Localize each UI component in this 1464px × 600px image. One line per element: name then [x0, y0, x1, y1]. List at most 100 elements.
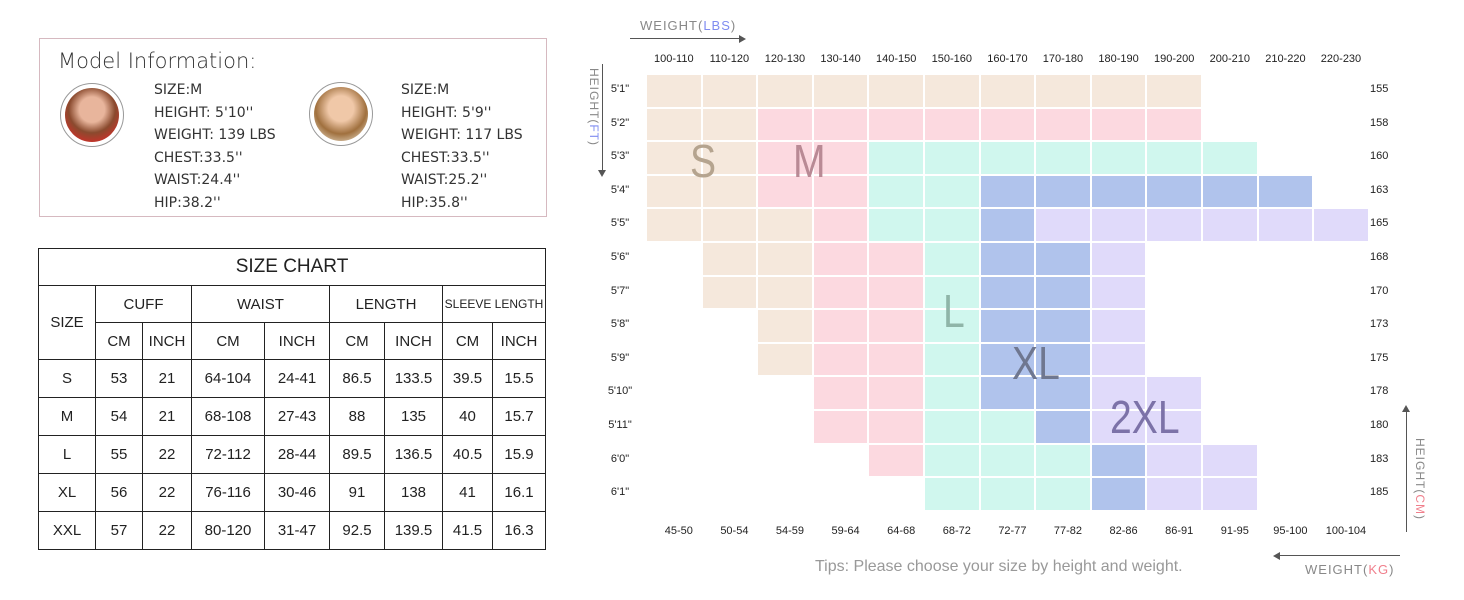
grid-cell — [1035, 477, 1091, 511]
lbs-range-label: 110-120 — [709, 53, 750, 65]
lbs-range-label: 170-180 — [1042, 53, 1084, 65]
grid-cell — [1090, 342, 1147, 377]
kg-range-label: 64-68 — [887, 525, 916, 537]
ft-height-label: 5'8" — [610, 318, 630, 331]
grid-cell — [924, 141, 980, 175]
arrow-left-icon — [1273, 552, 1280, 560]
grid-cell — [868, 174, 924, 209]
grid-cell — [701, 208, 758, 242]
grid-cell — [1146, 443, 1202, 478]
cm-height-label: 168 — [1370, 251, 1389, 263]
kg-range-label: 68-72 — [942, 525, 971, 537]
grid-cell — [868, 208, 924, 242]
value-cell: 133.5 — [384, 359, 443, 398]
weight-kg-axis-label: WEIGHT(KG) — [1305, 562, 1395, 577]
unit-inch: INCH — [142, 322, 192, 360]
grid-cell — [701, 141, 758, 175]
value-cell: 53 — [95, 359, 143, 398]
grid-cell — [979, 410, 1036, 444]
header-waist: WAIST — [191, 285, 330, 323]
model-info-title: Model Information: — [58, 49, 257, 73]
ft-height-label: 5'9" — [610, 351, 630, 364]
value-cell: 57 — [95, 511, 143, 550]
grid-cell — [868, 107, 924, 142]
unit-inch: INCH — [492, 322, 546, 360]
grid-cell — [812, 208, 869, 242]
value-cell: 136.5 — [384, 435, 443, 474]
grid-cell — [924, 174, 980, 209]
grid-cell — [812, 107, 869, 142]
cm-height-label: 183 — [1370, 452, 1389, 465]
kg-range-label: 95-100 — [1273, 525, 1308, 537]
grid-cell — [1090, 141, 1147, 175]
lbs-range-label: 130-140 — [820, 53, 861, 65]
kg-range-label: 77-82 — [1053, 525, 1083, 537]
grid-cell — [924, 74, 980, 108]
value-cell: 40.5 — [442, 435, 493, 474]
height-ft-axis-label: HEIGHT(FT) — [587, 68, 601, 147]
value-cell: 16.1 — [492, 473, 546, 512]
table-row: L 55 22 72-112 28-44 89.5 136.5 40.5 15.9 — [38, 435, 546, 474]
kg-range-label: 54-59 — [775, 525, 805, 537]
ft-height-label: 5'3" — [610, 150, 630, 163]
grid-cell — [812, 309, 869, 343]
value-cell: 28-44 — [264, 435, 330, 474]
table-row: XXL 57 22 80-120 31-47 92.5 139.5 41.5 16.3 — [38, 511, 546, 550]
grid-cell — [979, 376, 1036, 410]
grid-cell — [1035, 141, 1091, 175]
value-cell: 54 — [95, 397, 143, 436]
lbs-range-label: 140-150 — [876, 53, 917, 65]
kg-range-label: 50-54 — [720, 525, 749, 537]
grid-cell — [1257, 208, 1314, 242]
arrow-down-icon — [598, 170, 606, 177]
grid-cell — [979, 107, 1036, 142]
grid-cell — [757, 208, 813, 242]
table-row: S 53 21 64-104 24-41 86.5 133.5 39.5 15.5 — [38, 359, 546, 398]
grid-cell — [1035, 174, 1091, 209]
size-label-2xl: 2XL — [1110, 391, 1180, 443]
grid-cell — [1146, 141, 1202, 175]
cm-height-label: 175 — [1370, 351, 1389, 364]
kg-range-label: 91-95 — [1220, 525, 1249, 537]
kg-range-label: 86-91 — [1165, 525, 1194, 537]
model-height: HEIGHT: 5'9'' — [401, 104, 492, 121]
table-row: M 54 21 68-108 27-43 88 135 40 15.7 — [38, 397, 546, 436]
size-label-l: L — [943, 285, 965, 337]
ft-height-label: 5'1" — [610, 83, 630, 95]
cm-height-label: 180 — [1370, 419, 1389, 431]
grid-cell — [924, 443, 980, 478]
size-label-m: M — [793, 135, 826, 187]
model-1-stats: SIZE:M HEIGHT: 5'10'' WEIGHT: 139 LBS CH… — [154, 79, 276, 214]
grid-cell — [1035, 309, 1091, 343]
grid-cell — [868, 242, 924, 276]
table-row: XL 56 22 76-116 30-46 91 138 41 16.1 — [38, 473, 546, 512]
grid-cell — [812, 141, 869, 175]
grid-cell — [1035, 74, 1091, 108]
cm-height-label: 155 — [1370, 83, 1389, 95]
grid-cell — [1146, 174, 1202, 209]
value-cell: 22 — [142, 435, 192, 474]
cm-height-label: 158 — [1370, 116, 1389, 129]
unit-inch: INCH — [384, 322, 443, 360]
grid-cell — [1035, 443, 1091, 478]
value-cell: 15.9 — [492, 435, 546, 474]
value-cell: 55 — [95, 435, 143, 474]
grid-cell — [1202, 477, 1258, 511]
value-cell: 22 — [142, 511, 192, 550]
value-cell: 15.5 — [492, 359, 546, 398]
grid-cell — [757, 141, 813, 175]
grid-cell — [757, 342, 813, 377]
ft-height-label: 5'6" — [610, 251, 630, 263]
model-1-avatar — [60, 83, 124, 147]
grid-cell — [868, 443, 924, 478]
grid-cell — [979, 74, 1036, 108]
header-cuff: CUFF — [95, 285, 192, 323]
ft-height-label: 5'4" — [610, 183, 630, 196]
grid-cell — [757, 242, 813, 276]
ft-height-label: 5'5" — [610, 217, 630, 230]
grid-cell — [1202, 174, 1258, 209]
cm-height-label: 165 — [1370, 217, 1389, 230]
grid-cell — [979, 242, 1036, 276]
lbs-range-label: 190-200 — [1154, 53, 1195, 65]
grid-cell — [646, 141, 702, 175]
